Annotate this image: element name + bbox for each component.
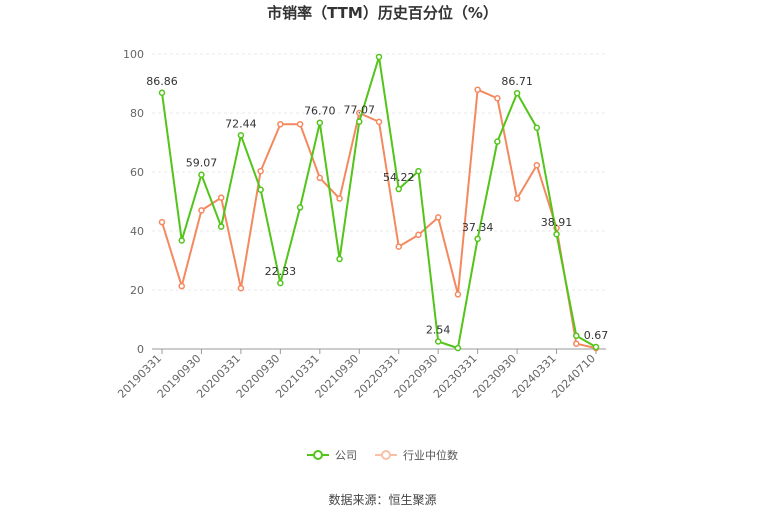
- axes: 0204060801002019033120190930202003312020…: [115, 48, 606, 401]
- data-label: 38.91: [541, 216, 573, 229]
- data-label: 86.71: [501, 75, 533, 88]
- series-point-1: [296, 120, 304, 128]
- data-label: 0.67: [584, 329, 609, 342]
- y-tick-label: 40: [130, 225, 144, 238]
- legend-industry-label: 行业中位数: [403, 449, 458, 462]
- data-label: 77.07: [344, 104, 376, 117]
- legend-item-company[interactable]: 公司: [307, 447, 357, 463]
- series-point-1: [336, 195, 343, 202]
- series-lines: [158, 53, 600, 352]
- data-label: 2.54: [426, 324, 451, 337]
- series-point-0: [474, 235, 481, 243]
- series-point-1: [513, 195, 521, 202]
- series-point-1: [217, 194, 225, 201]
- chart-title: 市销率（TTM）历史百分位（%）: [267, 4, 498, 22]
- data-label: 59.07: [186, 157, 218, 170]
- y-tick-label: 20: [130, 284, 144, 297]
- series-point-0: [533, 124, 541, 131]
- series-point-0: [296, 204, 304, 211]
- series-point-1: [494, 95, 501, 102]
- legend-industry-marker-icon: [375, 450, 397, 460]
- series-point-0: [513, 89, 521, 97]
- series-point-0: [434, 338, 442, 345]
- series-point-1: [178, 282, 185, 290]
- series-point-0: [237, 132, 245, 139]
- series-point-1: [375, 118, 383, 126]
- series-point-1: [395, 243, 402, 250]
- legend-item-industry-median[interactable]: 行业中位数: [375, 447, 458, 463]
- series-point-1: [454, 291, 462, 298]
- series-point-1: [415, 231, 422, 239]
- series-point-0: [316, 119, 324, 126]
- series-point-0: [395, 185, 402, 193]
- series-line-0: [161, 55, 597, 350]
- series-point-1: [474, 86, 481, 93]
- data-source: 数据来源：恒生聚源: [328, 493, 437, 507]
- data-label: 72.44: [225, 117, 257, 130]
- grid-lines: [152, 53, 606, 291]
- data-label: 76.70: [304, 105, 336, 118]
- legend-company-marker-icon: [307, 450, 329, 460]
- series-point-1: [257, 167, 264, 175]
- series-point-0: [198, 171, 205, 178]
- series-point-0: [356, 118, 363, 125]
- series-point-0: [178, 237, 185, 244]
- series-point-0: [158, 89, 166, 97]
- series-point-0: [217, 223, 225, 230]
- series-point-1: [434, 214, 442, 221]
- legend: 公司 行业中位数: [0, 447, 765, 463]
- data-labels: 86.86 59.07 72.44 22.33 76.70 77.07 54.22 2.54 3…: [146, 75, 608, 342]
- series-point-0: [257, 186, 264, 193]
- y-tick-label: 80: [130, 107, 144, 120]
- series-point-0: [592, 343, 600, 351]
- series-point-0: [573, 332, 580, 339]
- data-label: 22.33: [265, 265, 297, 278]
- series-point-1: [277, 120, 284, 128]
- series-point-1: [533, 161, 541, 169]
- series-point-0: [277, 279, 284, 287]
- y-tick-label: 100: [123, 48, 144, 61]
- y-tick-label: 0: [137, 343, 144, 356]
- series-point-0: [494, 138, 501, 145]
- series-point-0: [375, 53, 383, 61]
- legend-company-label: 公司: [335, 449, 357, 462]
- data-label: 54.22: [383, 171, 415, 184]
- series-point-1: [198, 207, 205, 214]
- y-tick-label: 60: [130, 166, 144, 179]
- series-point-1: [573, 340, 580, 347]
- series-point-0: [415, 167, 422, 175]
- series-point-1: [237, 284, 245, 292]
- series-point-0: [336, 255, 343, 263]
- series-point-1: [316, 174, 324, 182]
- data-label: 37.34: [462, 221, 494, 234]
- series-point-1: [158, 218, 166, 226]
- data-label: 86.86: [146, 75, 178, 88]
- series-point-0: [553, 230, 560, 238]
- series-point-0: [454, 344, 462, 352]
